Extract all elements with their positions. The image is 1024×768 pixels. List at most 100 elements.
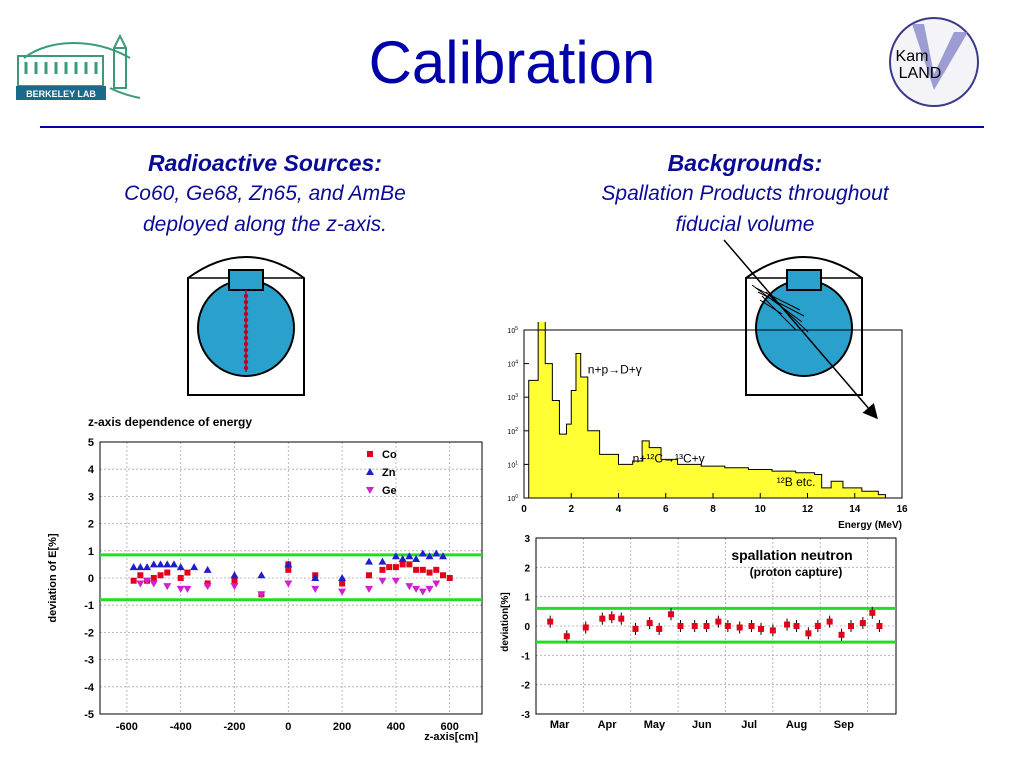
- month-label: Aug: [786, 719, 807, 731]
- data-point-co: [439, 572, 446, 579]
- spectrum-annotation: ¹²B etc.: [777, 475, 816, 489]
- right-line1: Spallation Products throughout: [601, 182, 889, 205]
- y-tick-label: 2: [524, 563, 530, 574]
- legend-label-ge: Ge: [382, 485, 397, 497]
- data-point-ge: [203, 583, 212, 591]
- data-point: [784, 621, 791, 628]
- x-tick-label: 16: [896, 504, 908, 515]
- x-tick-label: 0: [521, 504, 527, 515]
- right-line2: fiducial volume: [675, 213, 815, 236]
- data-point: [736, 624, 743, 631]
- data-point-zn: [156, 560, 165, 568]
- chart3-ylabel: deviation[%]: [500, 592, 511, 651]
- y-tick-label: 3: [524, 534, 530, 545]
- y-tick-label: -2: [84, 627, 94, 639]
- data-point: [646, 620, 653, 627]
- source-position-dot: [243, 353, 249, 359]
- data-point-co: [339, 580, 346, 587]
- data-point-zn: [149, 560, 158, 568]
- source-position-dot: [243, 365, 249, 371]
- spectrum-annotation: n+p→D+γ: [588, 363, 642, 377]
- y-tick-label: -1: [84, 600, 94, 612]
- x-tick-label: 2: [568, 504, 574, 515]
- data-point-co: [285, 566, 292, 573]
- data-point-co: [413, 566, 420, 573]
- page-title: Calibration: [368, 29, 656, 96]
- x-tick-label: 200: [333, 721, 351, 733]
- detector-diagram-sources: [187, 256, 305, 396]
- chart1-ylabel: deviation of E[%]: [47, 533, 59, 623]
- y-tick-label: -2: [521, 681, 530, 692]
- data-point-co: [231, 577, 238, 584]
- data-point-zn: [418, 549, 427, 557]
- data-point-zn: [169, 560, 178, 568]
- data-point: [805, 630, 812, 637]
- data-point-ge: [284, 580, 293, 588]
- data-point: [758, 625, 764, 632]
- spectrum-histogram: [528, 322, 886, 499]
- data-point-zn: [432, 549, 441, 557]
- data-point-zn: [190, 563, 199, 571]
- x-tick-label: 400: [387, 721, 405, 733]
- data-point-co: [426, 569, 433, 576]
- data-point-ge: [257, 591, 266, 599]
- y-tick-label: -1: [521, 651, 530, 662]
- source-position-dot: [243, 329, 249, 335]
- data-point-co: [419, 566, 426, 573]
- y-tick-label: 105: [507, 326, 518, 335]
- title-divider: [40, 126, 984, 128]
- data-point-ge: [425, 585, 434, 593]
- data-point: [703, 623, 710, 629]
- data-point-zn: [129, 563, 138, 571]
- data-point-ge: [149, 580, 158, 588]
- data-point-zn: [203, 565, 212, 573]
- data-point: [715, 618, 722, 625]
- y-tick-label: 0: [524, 622, 530, 633]
- month-label: Apr: [598, 719, 618, 731]
- x-tick-label: -600: [116, 721, 138, 733]
- data-point-zn: [311, 574, 320, 581]
- x-tick-label: 12: [802, 504, 814, 515]
- data-point: [848, 623, 854, 629]
- data-point-co: [379, 566, 386, 573]
- month-label: Sep: [834, 719, 854, 731]
- x-tick-label: -200: [223, 721, 245, 733]
- data-point-ge: [405, 583, 414, 591]
- y-tick-label: 5: [88, 437, 94, 449]
- data-point-co: [184, 569, 191, 576]
- legend-label-zn: Zn: [382, 467, 396, 479]
- data-point: [859, 620, 866, 627]
- month-label: Jun: [692, 719, 712, 731]
- chart3-subtitle: (proton capture): [750, 565, 843, 579]
- y-tick-label: 1: [88, 546, 94, 558]
- muon-track-arrow: [723, 239, 878, 420]
- y-tick-label: 100: [507, 494, 518, 503]
- data-point-ge: [418, 588, 427, 596]
- data-point: [869, 609, 876, 616]
- y-tick-label: -3: [84, 655, 94, 667]
- data-point-zn: [425, 552, 434, 560]
- y-tick-label: -3: [521, 710, 530, 721]
- data-point-ge: [163, 583, 172, 591]
- month-label: May: [644, 719, 666, 731]
- data-point-zn: [338, 574, 347, 581]
- data-point: [691, 623, 698, 629]
- right-heading: Backgrounds:: [667, 150, 823, 176]
- x-tick-label: 4: [616, 504, 622, 515]
- y-tick-label: 104: [507, 360, 518, 369]
- spectrum-annotation: n+¹²C→¹³C+γ: [633, 452, 705, 466]
- data-point-co: [157, 572, 164, 579]
- data-point-zn: [136, 563, 145, 571]
- data-point: [769, 627, 776, 634]
- data-point-ge: [338, 588, 347, 596]
- data-point-ge: [183, 585, 192, 593]
- chart3-title: spallation neutron: [731, 547, 852, 563]
- data-point-ge: [412, 585, 421, 593]
- x-tick-label: -400: [170, 721, 192, 733]
- data-point: [618, 615, 625, 622]
- data-point: [599, 615, 606, 622]
- y-tick-label: -5: [84, 709, 94, 721]
- data-point-co: [150, 575, 157, 581]
- source-position-dot: [243, 299, 249, 305]
- source-position-dot: [243, 311, 249, 317]
